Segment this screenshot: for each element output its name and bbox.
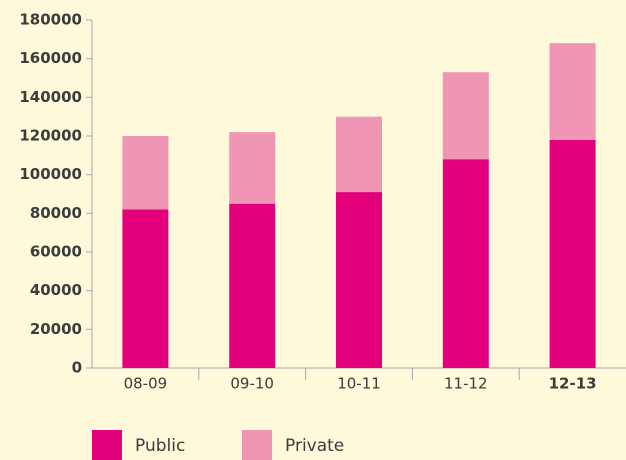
bar-segment (122, 209, 169, 368)
bar-segment (549, 139, 596, 368)
bar-segment (442, 72, 489, 160)
y-tick-label: 160000 (19, 49, 82, 67)
y-tick-label: 140000 (19, 88, 82, 106)
bar-segment (549, 43, 596, 140)
bar-segment (442, 159, 489, 368)
y-tick-label: 60000 (30, 243, 82, 261)
y-tick-label: 20000 (30, 320, 82, 338)
x-tick-label: 12-13 (549, 375, 597, 393)
x-tick-label: 11-12 (444, 375, 488, 393)
y-tick-label: 120000 (19, 127, 82, 145)
y-tick-label: 180000 (19, 11, 82, 29)
legend-label: Private (285, 436, 344, 456)
bar-segment (122, 136, 169, 210)
x-tick-label: 08-09 (124, 375, 168, 393)
x-tick-label: 10-11 (337, 375, 381, 393)
bar-segment (336, 116, 382, 193)
y-tick-label: 80000 (30, 204, 82, 222)
legend-label: Public (135, 436, 185, 456)
bar-segment (336, 192, 382, 368)
y-tick-label: 100000 (19, 165, 82, 183)
y-tick-label: 40000 (30, 281, 82, 299)
x-tick-label: 09-10 (230, 375, 274, 393)
legend-swatch (242, 430, 272, 460)
bar-segment (229, 203, 276, 368)
y-tick-label: 0 (72, 359, 82, 377)
legend-swatch (92, 430, 122, 460)
bar-segment (229, 132, 276, 204)
